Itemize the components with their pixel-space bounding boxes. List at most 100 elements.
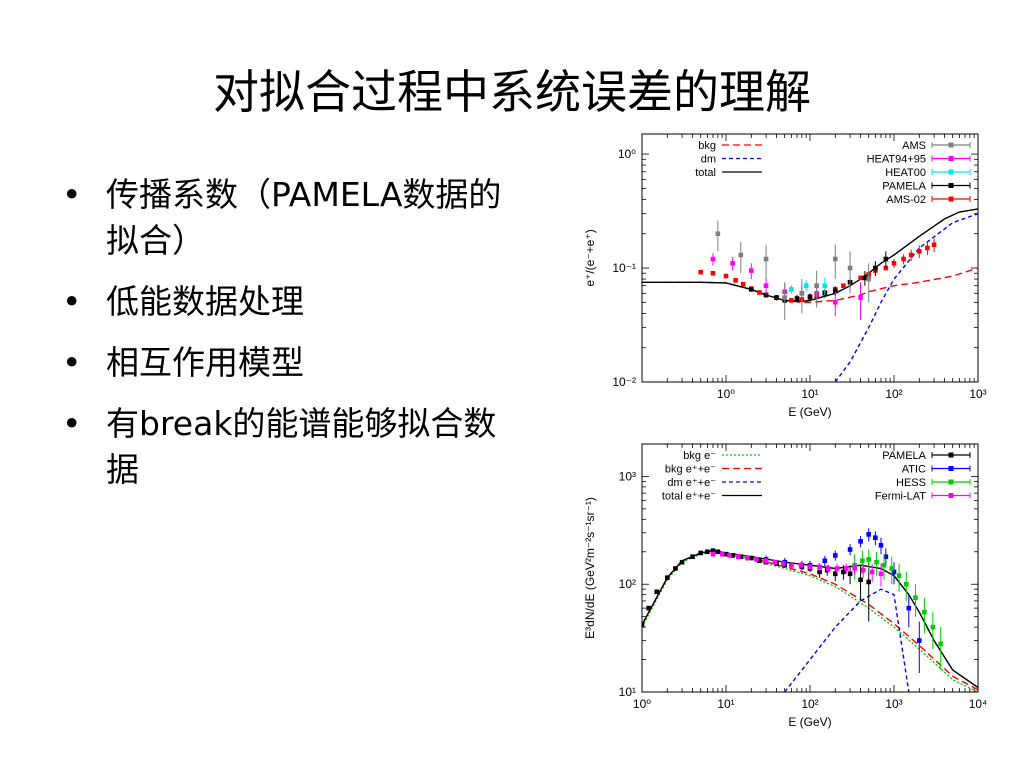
bullet-text: 相互作用模型 (106, 343, 304, 382)
data-point (727, 553, 732, 558)
data-point (832, 300, 838, 305)
series-line (784, 588, 910, 692)
y-tick-label: 10⁰ (618, 147, 636, 161)
data-point (866, 579, 872, 585)
x-tick-label: 10¹ (717, 697, 734, 711)
data-point (841, 283, 846, 288)
legend-label: PAMELA (882, 181, 926, 193)
legend-label: AMS-02 (886, 194, 926, 206)
data-point (763, 283, 769, 288)
data-point (889, 566, 895, 571)
data-point (858, 275, 863, 281)
data-point (748, 555, 754, 561)
data-point (748, 268, 754, 273)
data-point (891, 569, 897, 575)
data-point (748, 287, 754, 292)
legend-label: Fermi-LAT (875, 491, 926, 503)
data-point (913, 595, 918, 600)
data-point (715, 549, 721, 555)
data-point (807, 294, 813, 300)
data-point (891, 261, 897, 266)
bullet-list: • 传播系数（PAMELA数据的拟合） • 低能数据处理 • 相互作用模型 • 有bre… (62, 172, 502, 508)
data-point (698, 550, 704, 556)
data-point (757, 290, 762, 295)
legend-marker (948, 196, 954, 202)
x-tick-label: 10¹ (801, 387, 818, 401)
data-point (698, 269, 704, 275)
y-tick-label: 10⁻² (612, 375, 636, 389)
series-line (642, 208, 978, 303)
x-tick-label: 10³ (969, 387, 986, 401)
data-point (874, 559, 879, 565)
x-tick-label: 10⁰ (717, 387, 735, 401)
slide-title: 对拟合过程中系统误差的理解 (213, 65, 811, 119)
y-tick-label: 10¹ (619, 685, 636, 699)
data-point (763, 558, 769, 564)
x-axis-label: E (GeV) (788, 715, 831, 729)
data-point (881, 562, 887, 568)
data-point (817, 569, 822, 575)
bullet-item: • 有break的能谱能够拟合数据 (62, 401, 502, 493)
data-point (705, 549, 710, 555)
data-point (866, 276, 872, 282)
data-point (738, 554, 744, 560)
data-point (723, 273, 729, 279)
data-point (847, 265, 853, 271)
legend-label: dm e⁺+e⁻ (667, 477, 716, 489)
data-point (719, 551, 725, 557)
data-point (817, 564, 822, 570)
legend-label: bkg e⁻ (683, 450, 716, 462)
data-point (869, 569, 875, 575)
data-point (903, 581, 909, 587)
data-point (642, 622, 645, 628)
legend-label: total (695, 167, 716, 179)
data-point (916, 249, 922, 254)
data-point (860, 558, 865, 564)
legend-marker (948, 183, 954, 188)
x-axis-label: E (GeV) (788, 405, 831, 419)
data-point (858, 539, 863, 544)
bullet-text: 有break的能谱能够拟合数据 (106, 404, 497, 489)
data-point (789, 562, 794, 568)
data-point (738, 252, 744, 258)
legend-marker (948, 493, 954, 498)
y-axis-label: E³dN/dE (GeV²m⁻²s⁻¹sr⁻¹) (583, 497, 597, 639)
legend-label: HESS (896, 477, 926, 489)
legend-label: HEAT00 (885, 167, 926, 179)
legend-marker (948, 479, 954, 485)
data-point (832, 571, 838, 577)
y-tick-label: 10⁻¹ (612, 261, 636, 275)
plot-area (642, 528, 978, 692)
data-point (847, 571, 853, 577)
legend-label: PAMELA (882, 450, 926, 462)
data-point (745, 555, 750, 561)
data-point (862, 275, 868, 281)
data-point (843, 566, 849, 571)
data-point (798, 562, 804, 568)
data-point (799, 291, 805, 296)
positron-fraction-chart: 10⁰ 10¹ 10² 10³ 10⁻² 10⁻¹ 10⁰ E (GeV) e⁺/(e⁻+e⁺)… (583, 133, 987, 419)
data-point (780, 561, 786, 567)
data-point (938, 641, 944, 647)
data-point (901, 256, 906, 262)
data-point (794, 296, 800, 301)
data-point (858, 295, 863, 300)
data-point (710, 551, 716, 557)
data-point (782, 295, 788, 300)
data-point (803, 283, 809, 288)
data-point (690, 554, 695, 560)
data-point (925, 245, 930, 251)
data-point (896, 573, 902, 578)
bullet-text: 传播系数（PAMELA数据的拟合） (106, 175, 502, 260)
data-point (860, 567, 866, 573)
legend-label: bkg (698, 140, 716, 152)
legend-label: HEAT94+95 (867, 154, 926, 166)
data-point (832, 553, 838, 558)
series-line (642, 549, 978, 689)
legend-marker (948, 142, 954, 148)
legend-label: bkg e⁺+e⁻ (665, 464, 716, 476)
data-point (646, 605, 651, 611)
series-line (834, 213, 978, 382)
bullet-item: • 低能数据处理 (62, 279, 502, 325)
